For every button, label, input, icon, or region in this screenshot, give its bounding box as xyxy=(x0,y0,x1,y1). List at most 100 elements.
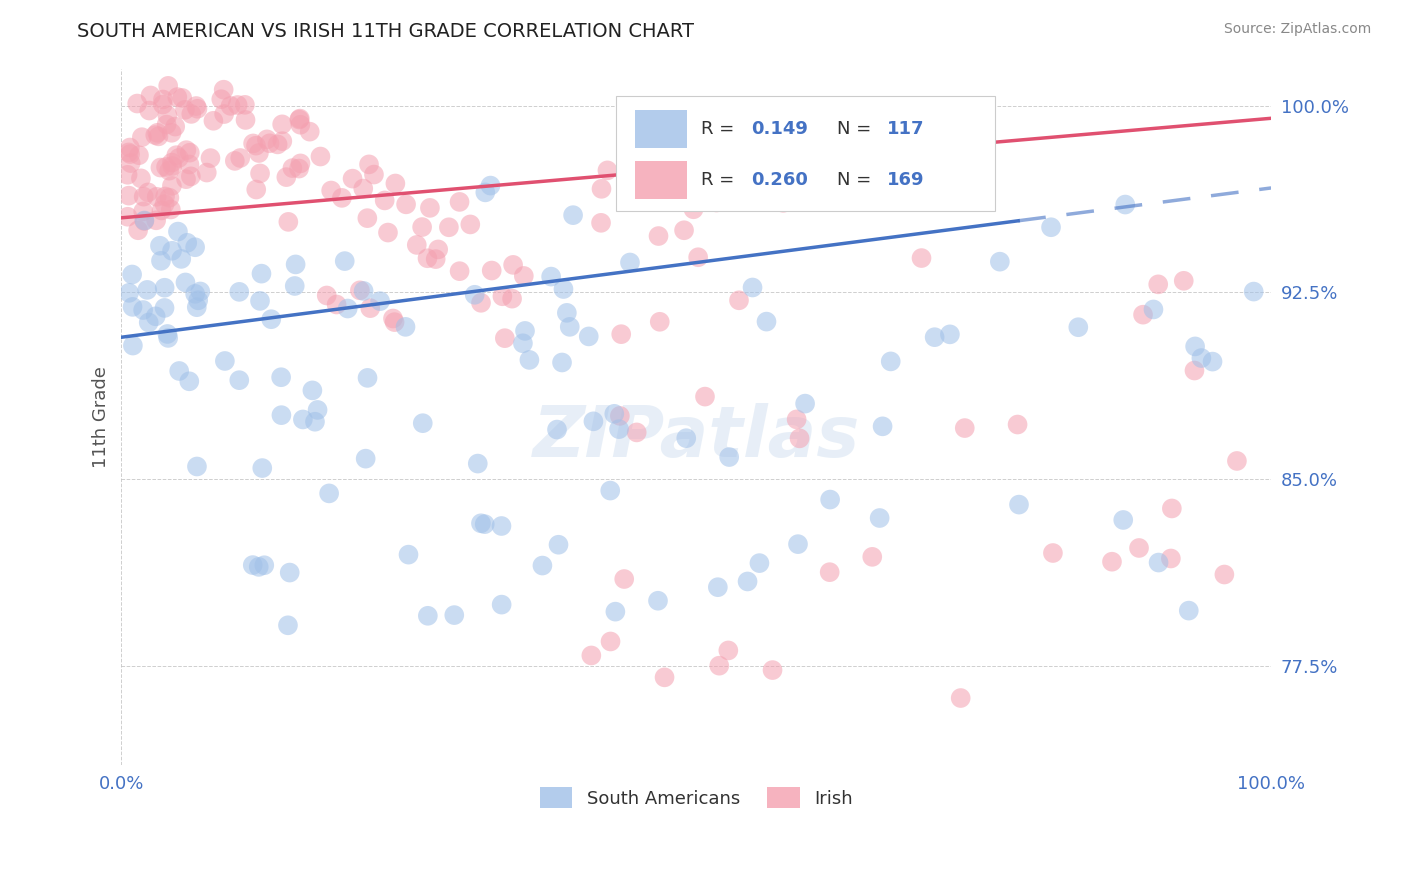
Point xyxy=(219,99,242,113)
Point xyxy=(245,182,267,196)
Point xyxy=(150,203,173,218)
Point xyxy=(174,276,197,290)
Point xyxy=(160,155,183,169)
Point xyxy=(513,268,536,283)
Point xyxy=(551,355,574,369)
Point xyxy=(186,459,208,474)
Point xyxy=(540,269,562,284)
Point xyxy=(252,461,274,475)
Point xyxy=(558,319,581,334)
Point xyxy=(167,151,190,165)
Point xyxy=(610,327,633,342)
Point xyxy=(603,407,626,421)
Point xyxy=(794,396,817,410)
Point xyxy=(212,83,235,97)
Point xyxy=(184,286,207,301)
Point xyxy=(127,96,149,111)
Point xyxy=(179,157,201,171)
Point xyxy=(138,315,160,329)
Point xyxy=(256,132,278,146)
Point xyxy=(291,412,314,426)
Point xyxy=(167,225,190,239)
Point xyxy=(357,157,380,171)
Point xyxy=(174,103,197,117)
Text: ZIPatlas: ZIPatlas xyxy=(533,403,860,472)
Point xyxy=(131,130,153,145)
Point xyxy=(155,118,177,132)
Text: 169: 169 xyxy=(887,171,925,189)
Point xyxy=(860,549,883,564)
Point xyxy=(259,136,281,151)
Point xyxy=(233,98,256,112)
Point xyxy=(437,220,460,235)
Point xyxy=(139,88,162,103)
Text: SOUTH AMERICAN VS IRISH 11TH GRADE CORRELATION CHART: SOUTH AMERICAN VS IRISH 11TH GRADE CORRE… xyxy=(77,22,695,41)
Point xyxy=(1201,354,1223,368)
Point xyxy=(1147,277,1170,292)
Point xyxy=(470,295,492,310)
Point xyxy=(578,329,600,343)
Point xyxy=(202,113,225,128)
Point xyxy=(155,160,177,174)
Point xyxy=(818,492,841,507)
Point xyxy=(118,145,141,160)
Point xyxy=(1040,220,1063,235)
Point xyxy=(298,125,321,139)
Point xyxy=(596,163,619,178)
Point xyxy=(157,78,180,93)
Point xyxy=(648,315,671,329)
Point xyxy=(170,252,193,266)
Point xyxy=(145,310,167,324)
Point xyxy=(188,285,211,299)
Point xyxy=(152,97,174,112)
Point xyxy=(419,201,441,215)
Point xyxy=(787,537,810,551)
Point xyxy=(562,208,585,222)
Point xyxy=(671,194,693,208)
Point xyxy=(474,517,496,532)
Point xyxy=(145,190,167,204)
Point xyxy=(152,93,174,107)
Point xyxy=(301,384,323,398)
Point xyxy=(270,408,292,422)
Point xyxy=(591,182,613,196)
Point xyxy=(949,691,972,706)
Point xyxy=(1114,197,1136,211)
Point xyxy=(180,169,202,184)
Point xyxy=(162,159,184,173)
Point xyxy=(673,223,696,237)
Point xyxy=(157,163,180,178)
Point xyxy=(467,457,489,471)
Point xyxy=(1007,417,1029,432)
Point xyxy=(666,157,689,171)
Point xyxy=(278,566,301,580)
Point xyxy=(321,184,343,198)
Point xyxy=(120,156,142,170)
Point xyxy=(172,91,194,105)
Point xyxy=(187,293,209,308)
Point xyxy=(647,229,669,244)
Point xyxy=(405,238,427,252)
Point xyxy=(118,188,141,202)
Point xyxy=(134,214,156,228)
Point xyxy=(589,216,612,230)
Point xyxy=(156,108,179,122)
Point xyxy=(1112,513,1135,527)
Point xyxy=(412,416,434,430)
Point xyxy=(599,483,621,498)
Point xyxy=(148,129,170,144)
Point xyxy=(290,156,312,170)
Point xyxy=(1189,351,1212,365)
Point xyxy=(693,390,716,404)
Point xyxy=(209,92,232,106)
Point xyxy=(352,181,374,195)
Point xyxy=(333,254,356,268)
Point xyxy=(342,171,364,186)
Point xyxy=(1042,546,1064,560)
Point xyxy=(1160,501,1182,516)
Point xyxy=(491,598,513,612)
Point xyxy=(1067,320,1090,334)
Point xyxy=(136,283,159,297)
Point xyxy=(613,572,636,586)
Point xyxy=(228,373,250,387)
